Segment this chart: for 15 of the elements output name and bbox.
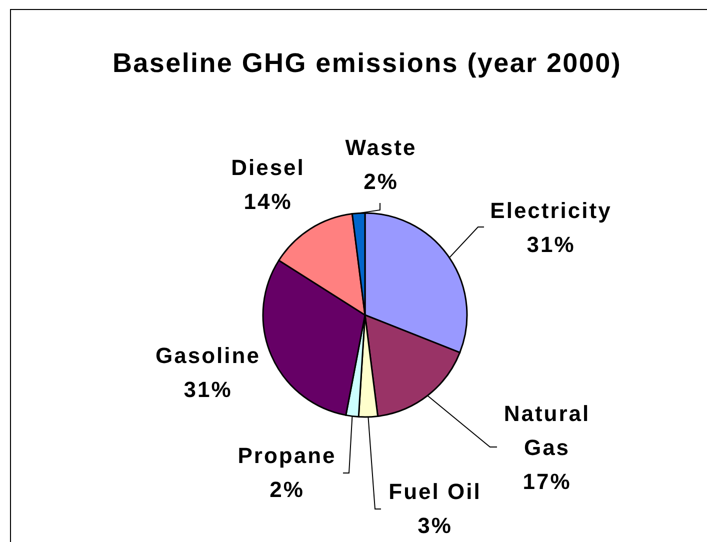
data-label: 2%: [364, 169, 398, 194]
slice-label: Gasoline: [156, 343, 260, 368]
data-label: 17%: [522, 469, 572, 494]
slice-label: Waste: [345, 135, 417, 160]
data-label: 31%: [184, 377, 232, 402]
slice-label: Natural Gas: [504, 401, 590, 460]
data-label: 31%: [526, 232, 576, 257]
data-label: 3%: [418, 513, 452, 538]
data-label: 14%: [244, 189, 292, 214]
slice-label: Diesel: [231, 155, 305, 180]
slice-label: Propane: [238, 443, 336, 468]
slice-label: Fuel Oil: [388, 479, 482, 504]
chart-title: Baseline GHG emissions (year 2000): [112, 48, 622, 78]
data-label: 2%: [270, 477, 304, 502]
slice-label: Electricity: [490, 198, 612, 223]
